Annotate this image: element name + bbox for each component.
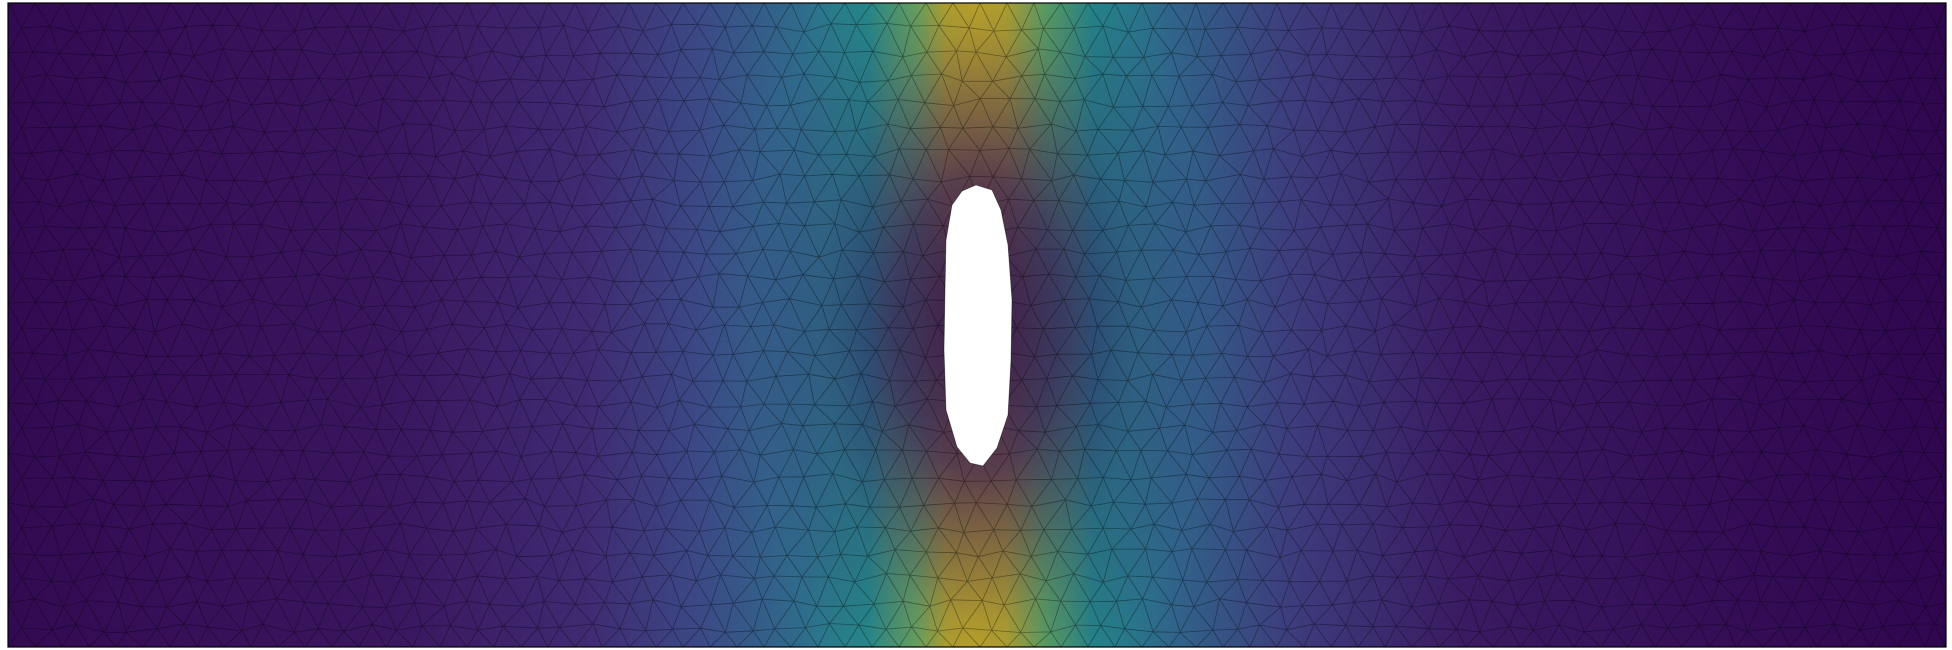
mesh-edges xyxy=(8,3,1946,647)
slot-hole xyxy=(943,184,1013,467)
plate-border xyxy=(7,2,1947,648)
mesh-grid xyxy=(8,3,1946,647)
